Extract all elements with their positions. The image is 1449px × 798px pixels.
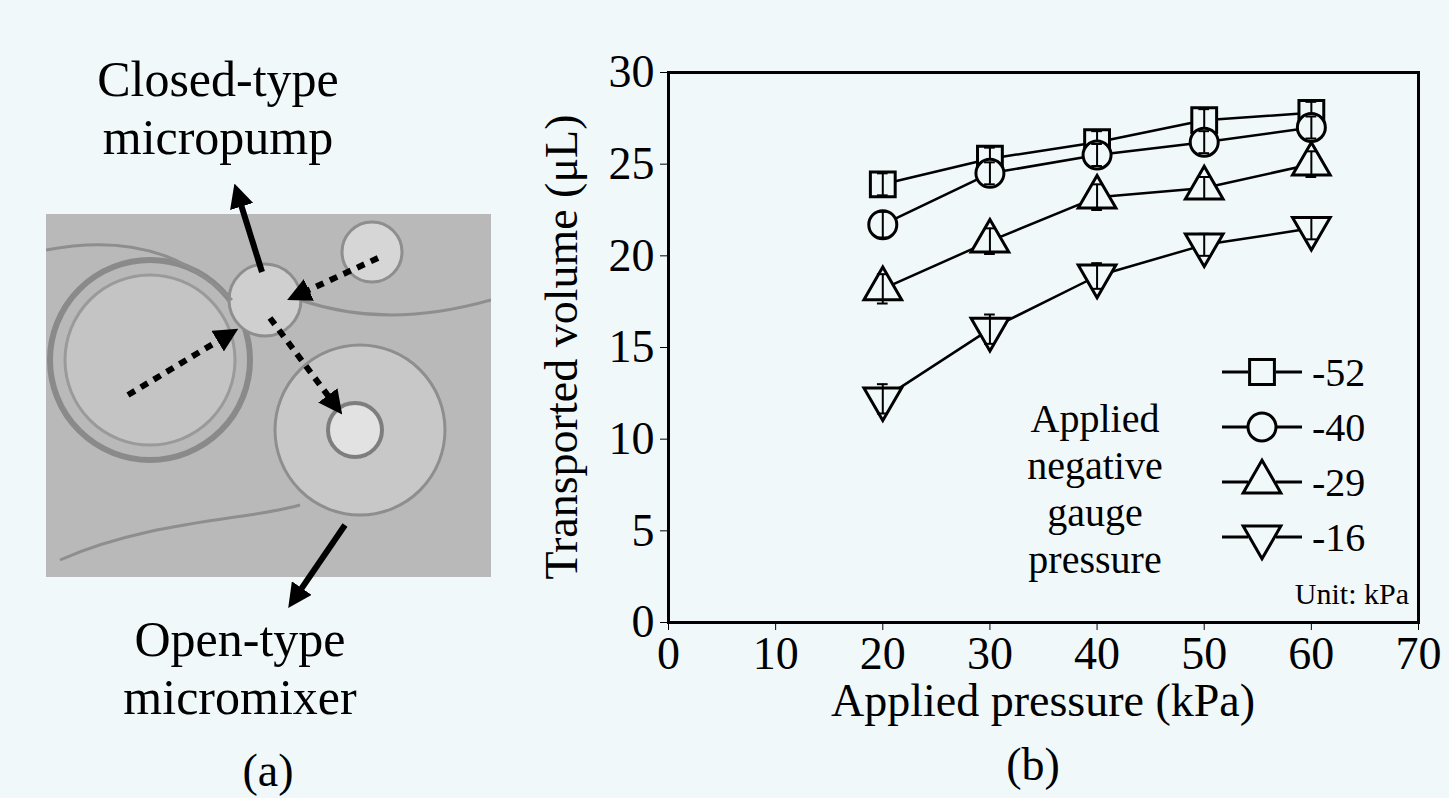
svg-text:10: 10 [609, 413, 655, 464]
svg-text:30: 30 [609, 46, 655, 97]
svg-text:Appliednegativegaugepressure: Appliednegativegaugepressure [1027, 396, 1163, 582]
svg-text:Closed-typemicropump: Closed-typemicropump [97, 51, 339, 165]
svg-text:10: 10 [753, 628, 799, 679]
svg-text:-40: -40 [1312, 405, 1365, 450]
svg-text:20: 20 [860, 628, 906, 679]
svg-text:0: 0 [657, 628, 680, 679]
svg-text:25: 25 [609, 138, 655, 189]
svg-text:-29: -29 [1312, 460, 1365, 505]
svg-text:50: 50 [1181, 628, 1227, 679]
svg-text:0: 0 [632, 596, 655, 647]
html-text:Applied pressure (kPa): Applied pressure (kPa) [830, 675, 1256, 726]
svg-text:60: 60 [1288, 628, 1334, 679]
html-text:(b): (b) [1006, 739, 1060, 790]
svg-text:20: 20 [609, 230, 655, 281]
svg-text:70: 70 [1396, 628, 1442, 679]
svg-text:30: 30 [967, 628, 1013, 679]
svg-text:15: 15 [609, 321, 655, 372]
svg-text:(a): (a) [242, 745, 293, 796]
html-text:Transported volume (μL): Transported volume (μL) [536, 114, 587, 580]
svg-text:Open-typemicromixer: Open-typemicromixer [123, 611, 357, 725]
svg-text:40: 40 [1074, 628, 1120, 679]
svg-text:-52: -52 [1312, 350, 1365, 395]
svg-text:5: 5 [632, 505, 655, 556]
svg-text:Unit: kPa: Unit: kPa [1295, 577, 1409, 610]
svg-text:-16: -16 [1312, 515, 1365, 560]
